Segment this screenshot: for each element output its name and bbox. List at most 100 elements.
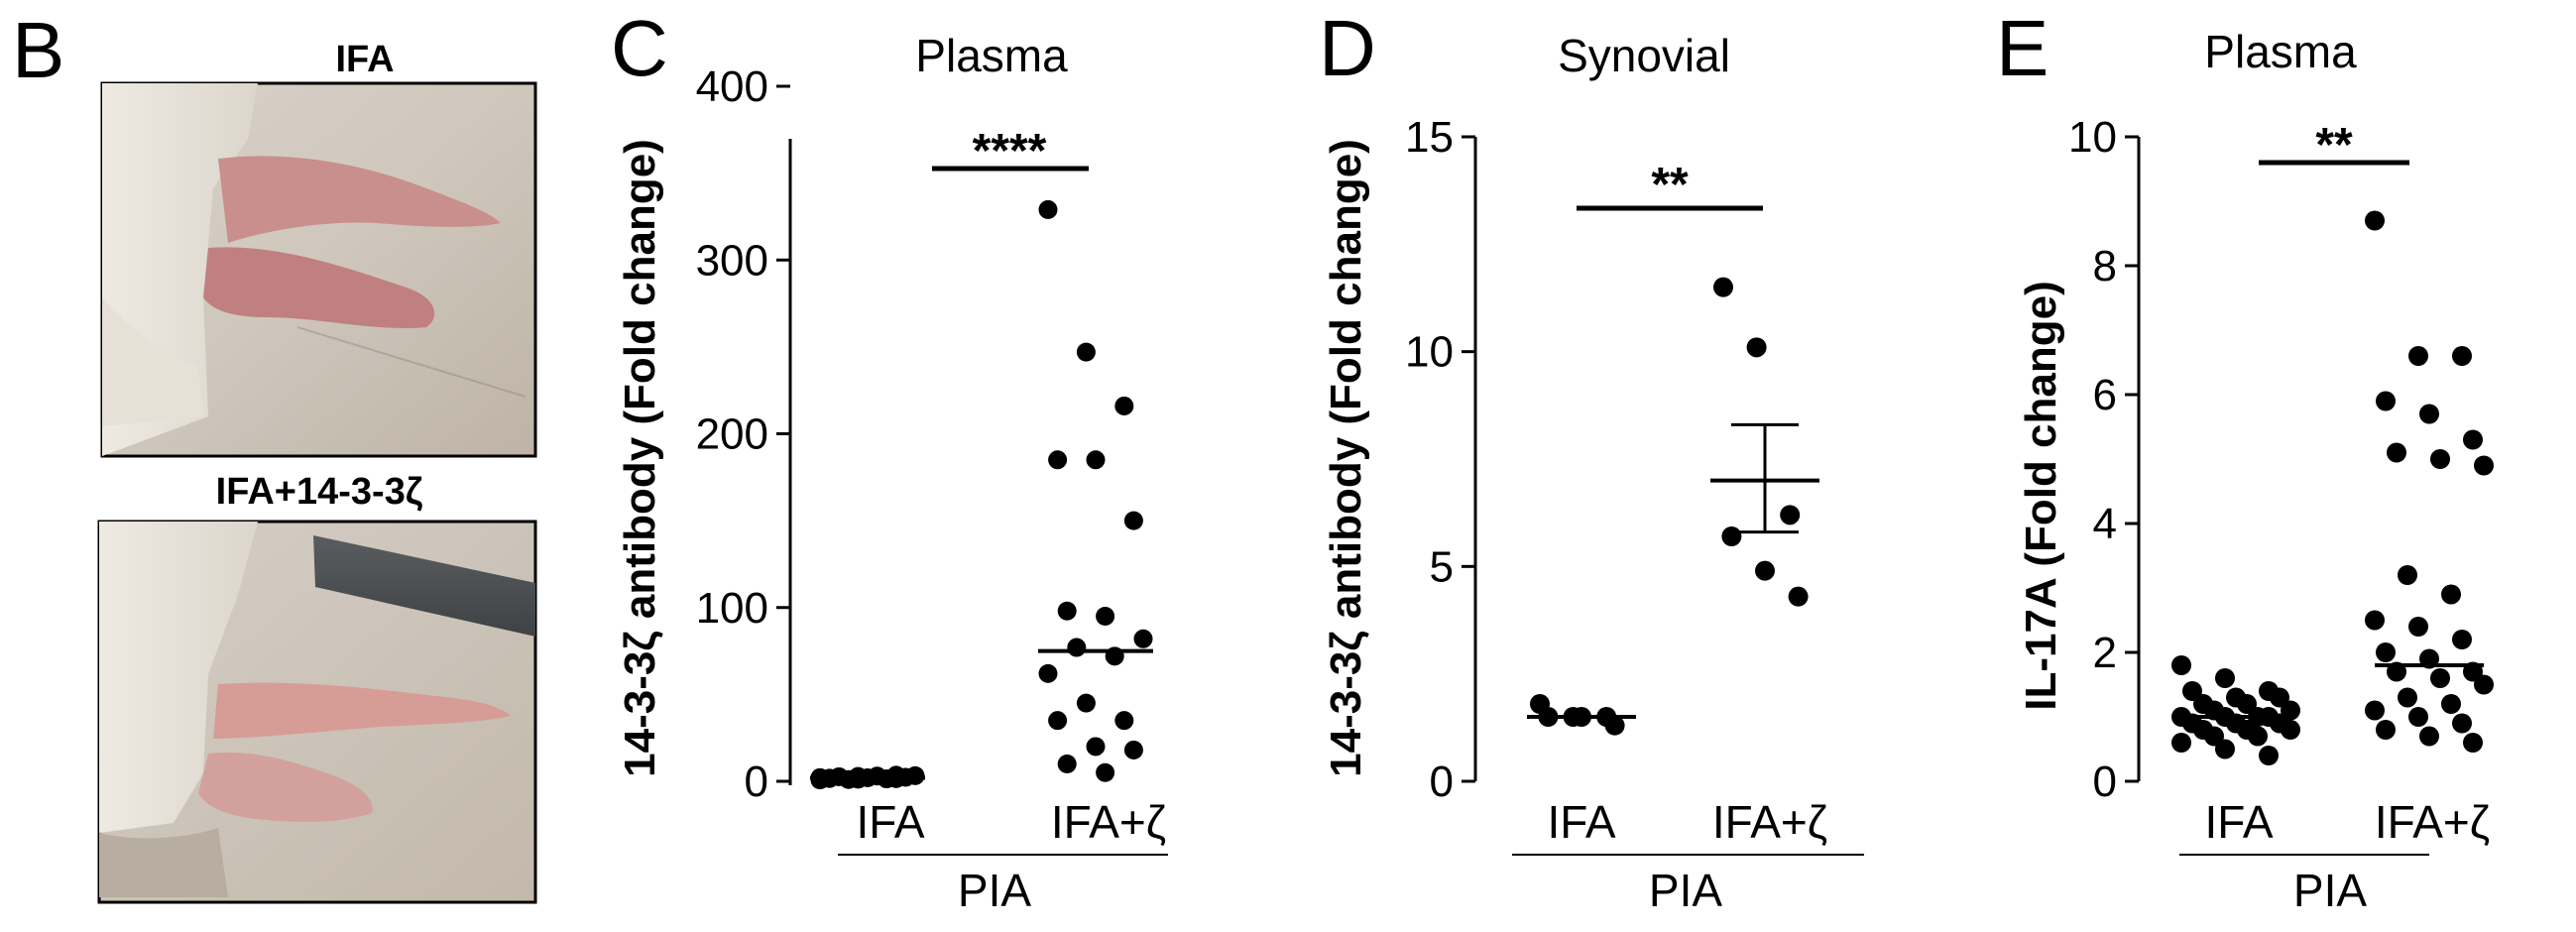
chart-c-ytick-label: 200 bbox=[696, 410, 768, 459]
photo-ifa-14-3-3z bbox=[97, 520, 537, 904]
chart-d-point bbox=[1746, 337, 1767, 358]
chart-e-significance: ** bbox=[2315, 119, 2353, 172]
chart-e-point bbox=[2463, 733, 2483, 753]
chart-c-title: Plasma bbox=[915, 30, 1068, 81]
chart-c-ylabel: 14-3-3ζ antibody (Fold change) bbox=[616, 139, 664, 777]
chart-c-xcat-ifa: IFA bbox=[856, 796, 924, 848]
chart-c-point bbox=[1057, 601, 1077, 621]
panel-d-letter: D bbox=[1319, 4, 1376, 92]
chart-d-xcat-ifa-z: IFA+ζ bbox=[1712, 796, 1827, 848]
chart-e-point bbox=[2474, 674, 2494, 695]
chart-c-point bbox=[1086, 450, 1106, 470]
chart-c-ytick-label: 0 bbox=[745, 757, 768, 806]
chart-e-point bbox=[2365, 610, 2385, 631]
chart-e-group-label: PIA bbox=[2293, 865, 2367, 916]
chart-e-point bbox=[2419, 726, 2439, 747]
chart-c-marks bbox=[810, 199, 1153, 790]
chart-e-point bbox=[2452, 346, 2472, 366]
panel-e: E Plasma IL-17A (Fold change) 0 2 4 6 8 10 **… bbox=[1996, 4, 2494, 916]
chart-e-point bbox=[2408, 617, 2428, 637]
chart-d-point bbox=[1604, 715, 1625, 736]
chart-d-point bbox=[1755, 560, 1775, 581]
chart-e-point bbox=[2171, 733, 2191, 753]
chart-c-point bbox=[1114, 396, 1134, 415]
chart-e-point bbox=[2376, 642, 2396, 662]
chart-e-point bbox=[2419, 404, 2439, 424]
chart-c-point bbox=[1067, 638, 1087, 657]
panel-c: C Plasma 14-3-3ζ antibody (Fold change) … bbox=[611, 4, 1168, 916]
chart-c-point bbox=[1133, 629, 1153, 648]
chart-c-point bbox=[1057, 754, 1077, 773]
chart-e-point bbox=[2430, 668, 2450, 688]
chart-c-point bbox=[1048, 450, 1068, 470]
chart-e-ytick-label: 8 bbox=[2093, 242, 2117, 291]
chart-e-point bbox=[2387, 442, 2406, 463]
chart-d-marks bbox=[1527, 277, 1819, 736]
chart-e-xcat-ifa: IFA bbox=[2204, 796, 2273, 848]
chart-c-point bbox=[1038, 199, 1058, 219]
chart-d-significance: ** bbox=[1651, 159, 1689, 211]
chart-e-marks bbox=[2171, 210, 2494, 765]
chart-e-point bbox=[2281, 720, 2300, 740]
chart-c-ytick-label: 100 bbox=[696, 584, 768, 633]
chart-c-point bbox=[1096, 762, 1115, 782]
photo-ifa bbox=[100, 81, 537, 458]
chart-e-point bbox=[2248, 726, 2268, 747]
chart-e-point bbox=[2171, 655, 2191, 675]
chart-d-point bbox=[1788, 586, 1809, 607]
chart-e-point bbox=[2259, 746, 2279, 765]
chart-d-group-label: PIA bbox=[1649, 865, 1722, 916]
chart-d-ytick-label: 0 bbox=[1430, 757, 1454, 806]
photo-bottom-label: IFA+14-3-3ζ bbox=[216, 471, 423, 513]
chart-e-yticks: 0 2 4 6 8 10 bbox=[2068, 113, 2139, 806]
chart-e-ytick-label: 4 bbox=[2093, 500, 2117, 548]
chart-e-ytick-label: 2 bbox=[2093, 629, 2117, 677]
chart-e-ytick-label: 6 bbox=[2093, 371, 2117, 419]
chart-c-ytick-label: 300 bbox=[696, 236, 768, 285]
chart-d-xcat-ifa: IFA bbox=[1547, 796, 1615, 848]
chart-c-point bbox=[905, 765, 925, 785]
chart-e-point bbox=[2215, 739, 2235, 759]
chart-c-point bbox=[1096, 607, 1115, 627]
chart-c-point bbox=[1038, 663, 1058, 683]
chart-d-title: Synovial bbox=[1558, 30, 1730, 81]
chart-d-yticks: 0 5 10 15 bbox=[1405, 113, 1475, 806]
chart-c-point bbox=[1114, 711, 1134, 731]
photo-top-label: IFA bbox=[335, 39, 394, 80]
chart-e-point bbox=[2398, 687, 2417, 708]
chart-c-point bbox=[1076, 693, 1096, 713]
chart-c-point bbox=[1048, 711, 1068, 731]
chart-c-yticks: 0 100 200 300 400 bbox=[696, 62, 790, 806]
panel-c-letter: C bbox=[611, 4, 668, 92]
chart-e-point bbox=[2376, 391, 2396, 411]
chart-e-point bbox=[2398, 565, 2417, 585]
chart-c-point bbox=[1086, 737, 1106, 757]
chart-d-point bbox=[1721, 526, 1742, 546]
chart-d-point bbox=[1713, 277, 1733, 297]
chart-e-point bbox=[2376, 720, 2396, 740]
chart-e-point bbox=[2441, 584, 2461, 605]
chart-e-ytick-label: 10 bbox=[2068, 113, 2117, 162]
panel-b: B IFA IFA+14-3-3ζ bbox=[12, 6, 537, 904]
chart-e-ylabel: IL-17A (Fold change) bbox=[2017, 281, 2065, 711]
ruler bbox=[313, 535, 535, 637]
chart-e-point bbox=[2452, 630, 2472, 649]
chart-e-ytick-label: 0 bbox=[2093, 757, 2117, 806]
chart-c-significance: **** bbox=[973, 125, 1047, 177]
chart-c-group-label: PIA bbox=[958, 865, 1031, 916]
chart-e-point bbox=[2365, 210, 2385, 231]
chart-e-point bbox=[2430, 449, 2450, 469]
chart-e-point bbox=[2408, 707, 2428, 727]
chart-d-ylabel: 14-3-3ζ antibody (Fold change) bbox=[1322, 139, 1370, 777]
chart-d-ytick-label: 5 bbox=[1430, 542, 1454, 591]
chart-d-ytick-label: 15 bbox=[1405, 113, 1454, 162]
chart-c-point bbox=[1076, 342, 1096, 362]
chart-c-ytick-label: 400 bbox=[696, 62, 768, 111]
chart-e-xcat-ifa-z: IFA+ζ bbox=[2375, 796, 2490, 848]
chart-e-point bbox=[2215, 668, 2235, 688]
chart-c-point bbox=[1123, 740, 1143, 759]
chart-e-point bbox=[2365, 700, 2385, 721]
chart-e-title: Plasma bbox=[2204, 26, 2357, 77]
panel-e-letter: E bbox=[1996, 4, 2049, 92]
